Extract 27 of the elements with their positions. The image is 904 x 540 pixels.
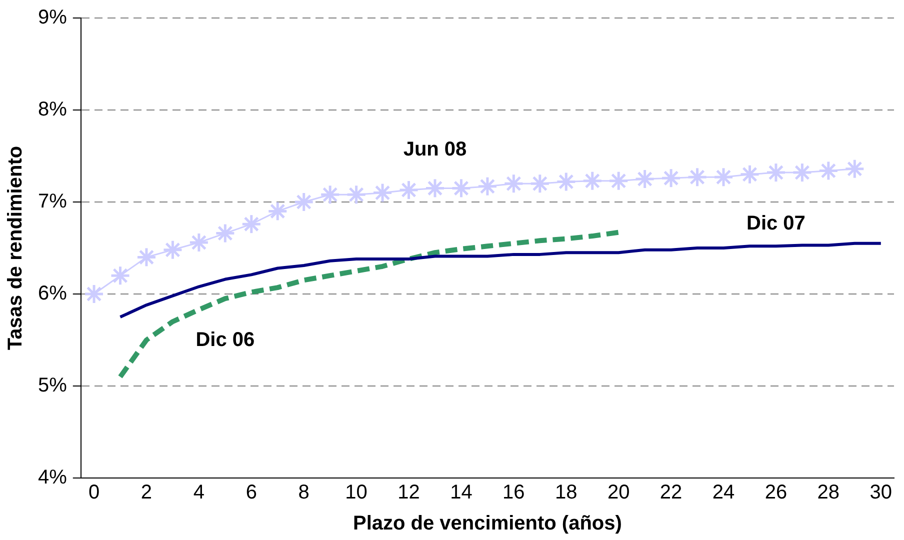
y-tick-label: 9%: [38, 6, 68, 29]
x-tick-label: 22: [660, 482, 682, 504]
y-tick-label: 8%: [38, 98, 68, 121]
y-tick-label: 4%: [38, 466, 68, 489]
x-tick-label: 8: [298, 482, 310, 504]
y-axis-title: Tasas de rendimiento: [4, 146, 27, 350]
y-tick-label: 5%: [38, 374, 68, 397]
x-tick-label: 28: [817, 482, 840, 504]
x-tick-label: 0: [88, 482, 100, 504]
x-axis-title: Plazo de vencimiento (años): [352, 512, 622, 535]
x-tick-label: 4: [193, 482, 204, 504]
x-tick-label: 30: [870, 482, 892, 504]
x-tick-label: 18: [555, 482, 578, 504]
x-tick-label: 26: [764, 482, 788, 504]
x-tick-label: 14: [450, 482, 472, 504]
x-tick-label: 12: [398, 482, 420, 504]
series-label: Dic 06: [196, 329, 255, 352]
x-tick-label: 24: [712, 482, 735, 504]
x-tick-label: 10: [345, 482, 368, 504]
y-tick-label: 7%: [38, 190, 68, 213]
x-tick-label: 16: [502, 482, 525, 504]
x-tick-label: 20: [607, 482, 630, 504]
x-tick-label: 2: [140, 482, 152, 504]
series-label: Dic 07: [746, 212, 806, 235]
x-tick-label: 6: [246, 482, 257, 504]
series-label: Jun 08: [403, 138, 467, 161]
y-tick-label: 6%: [38, 282, 68, 305]
